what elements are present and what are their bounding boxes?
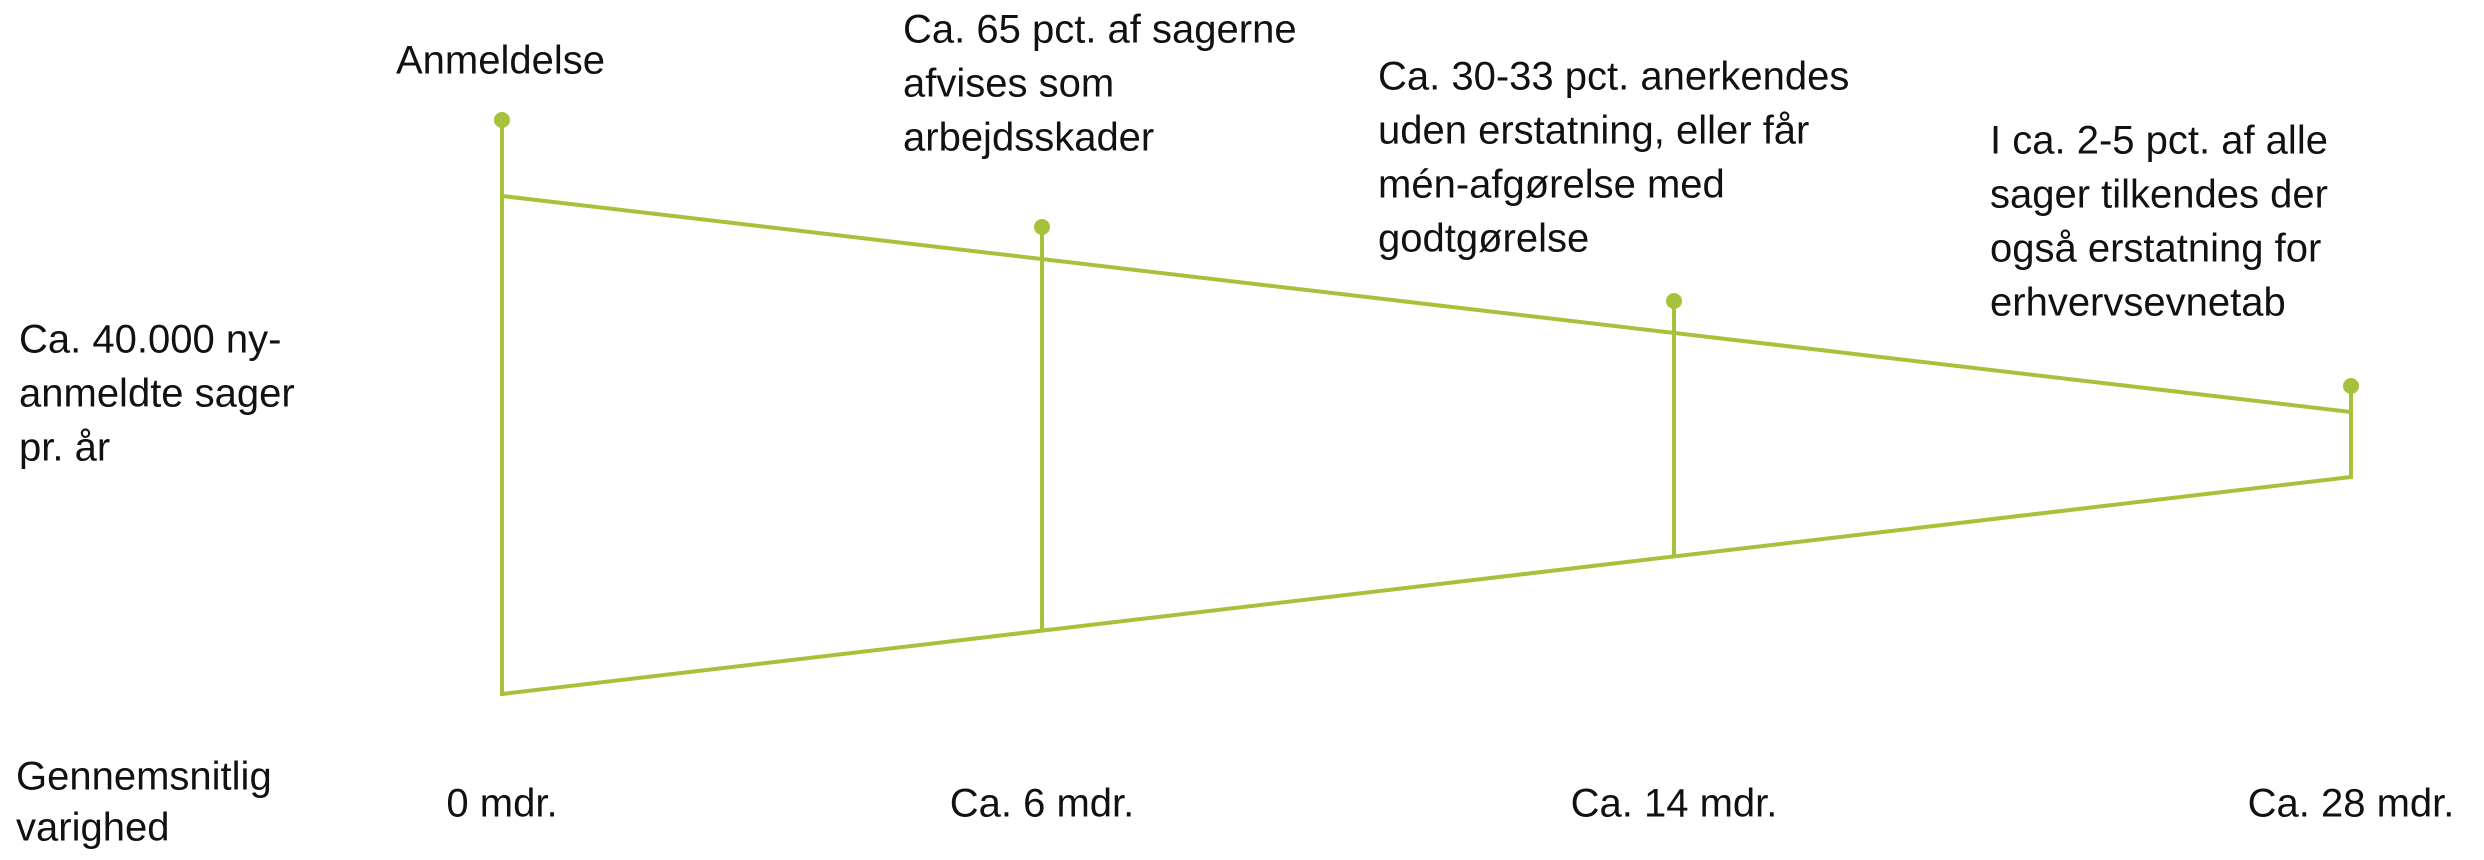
stage-duration: Ca. 6 mdr. [950, 782, 1135, 826]
stage-label: sager tilkendes der [1990, 173, 2328, 217]
stage-label: Ca. 30-33 pct. anerkendes [1378, 55, 1849, 99]
stage-label: arbejdsskader [903, 116, 1154, 160]
stage-label: uden erstatning, eller får [1378, 109, 1809, 153]
stage-label: godtgørelse [1378, 217, 1589, 261]
stage-label: også erstatning for [1990, 227, 2321, 271]
funnel-outline [500, 194, 2353, 697]
duration-label: varighed [16, 806, 169, 850]
stage-label: mén-afgørelse med [1378, 163, 1725, 207]
stage-label: I ca. 2-5 pct. af alle [1990, 119, 2328, 163]
duration-label: Gennemsnitlig [16, 755, 272, 799]
stage-duration: Ca. 14 mdr. [1571, 782, 1778, 826]
stage-dot [1666, 293, 1682, 309]
stage-dot [494, 112, 510, 128]
stage-duration: 0 mdr. [446, 782, 557, 826]
stage-duration: Ca. 28 mdr. [2248, 782, 2455, 826]
left-label: anmeldte sager [19, 372, 295, 416]
stage-dot [1034, 219, 1050, 235]
left-label: pr. år [19, 426, 110, 470]
left-label: Ca. 40.000 ny- [19, 318, 281, 362]
stage-label: afvises som [903, 62, 1114, 106]
stage-label: Ca. 65 pct. af sagerne [903, 8, 1297, 52]
stage-label: erhvervsevnetab [1990, 281, 2286, 325]
stage-dot [2343, 378, 2359, 394]
stage-label: Anmeldelse [396, 39, 605, 83]
